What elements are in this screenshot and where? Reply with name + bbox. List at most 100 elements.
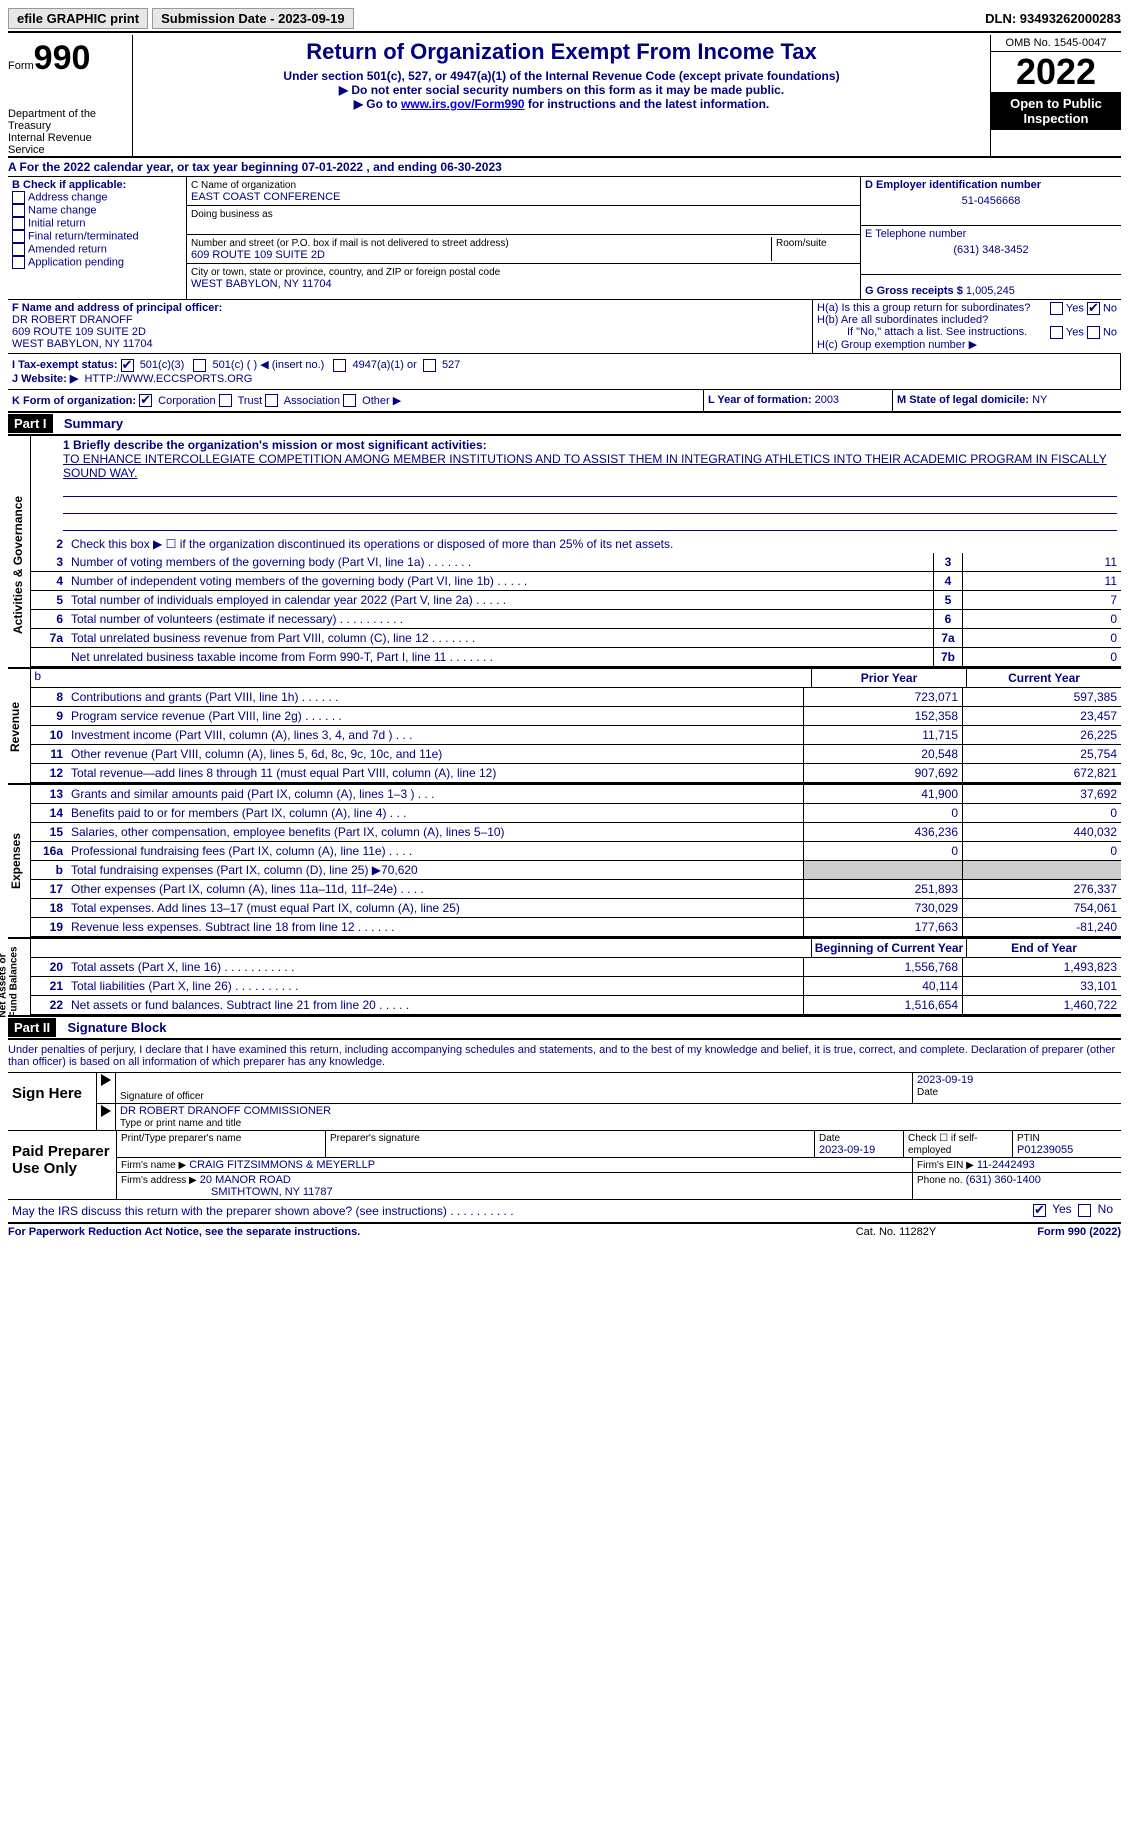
state-domicile: NY xyxy=(1032,394,1047,406)
h-a-lbl: H(a) Is this a group return for subordin… xyxy=(817,302,1030,314)
checkbox-address-change[interactable] xyxy=(12,191,25,204)
prep-label: Paid Preparer Use Only xyxy=(8,1131,117,1199)
vtab-exp: Expenses xyxy=(9,833,23,889)
submission-date-button[interactable]: Submission Date - 2023-09-19 xyxy=(152,8,354,29)
prep-ptin: P01239055 xyxy=(1017,1144,1073,1156)
col2-prior: Beginning of Current Year xyxy=(811,939,966,957)
sub3-pre: ▶ Go to xyxy=(354,97,401,111)
k-corp-checkbox[interactable] xyxy=(139,394,152,407)
i-o4: 527 xyxy=(442,359,460,371)
website-value: HTTP://WWW.ECCSPORTS.ORG xyxy=(84,373,252,385)
summary-line: 19Revenue less expenses. Subtract line 1… xyxy=(31,918,1121,937)
hb-yes-checkbox[interactable] xyxy=(1050,326,1063,339)
prep-addr1: 20 MANOR ROAD xyxy=(200,1174,291,1186)
k-o3: Association xyxy=(284,395,340,407)
summary-line: 22Net assets or fund balances. Subtract … xyxy=(31,996,1121,1015)
k-o1: Corporation xyxy=(158,395,215,407)
summary-line: 16aProfessional fundraising fees (Part I… xyxy=(31,842,1121,861)
part1-header: Part I Summary xyxy=(8,413,1121,435)
col-current: Current Year xyxy=(966,669,1121,687)
b-label: B Check if applicable: xyxy=(12,179,126,191)
section-ag: Activities & Governance 1 Briefly descri… xyxy=(8,435,1121,667)
c-room-lbl: Room/suite xyxy=(776,238,827,249)
checkbox-initial-return[interactable] xyxy=(12,217,25,230)
footer-right: Form 990 (2022) xyxy=(971,1226,1121,1238)
prep-h2: Preparer's signature xyxy=(330,1133,420,1144)
checkbox-amended-return[interactable] xyxy=(12,243,25,256)
officer-addr2: WEST BABYLON, NY 11704 xyxy=(12,338,153,350)
footer-mid: Cat. No. 11282Y xyxy=(821,1226,971,1238)
summary-line: 11Other revenue (Part VIII, column (A), … xyxy=(31,745,1121,764)
omb-label: OMB No. 1545-0047 xyxy=(991,35,1121,52)
hb-no-checkbox[interactable] xyxy=(1087,326,1100,339)
sig-name: DR ROBERT DRANOFF COMMISSIONER xyxy=(120,1105,331,1117)
part2-header: Part II Signature Block xyxy=(8,1017,1121,1038)
phone-value: (631) 348-3452 xyxy=(953,244,1028,256)
b-item-2: Initial return xyxy=(28,217,85,229)
form-title: Return of Organization Exempt From Incom… xyxy=(139,39,984,65)
k-lbl: K Form of organization: xyxy=(12,395,136,407)
h-b-lbl: H(b) Are all subordinates included? xyxy=(817,314,988,326)
h-c-lbl: H(c) Group exemption number ▶ xyxy=(817,338,1117,351)
sign-here-block: Sign Here Signature of officer 2023-09-1… xyxy=(8,1072,1121,1131)
c-dba-lbl: Doing business as xyxy=(191,209,273,220)
prep-h1: Print/Type preparer's name xyxy=(121,1133,241,1144)
k-o2: Trust xyxy=(238,395,263,407)
summary-line: 9Program service revenue (Part VIII, lin… xyxy=(31,707,1121,726)
arrow-icon xyxy=(101,1074,111,1086)
a-pre: A For the 2022 calendar year, or tax yea… xyxy=(8,160,302,174)
i-o2: 501(c) ( ) ◀ (insert no.) xyxy=(213,359,325,371)
summary-line: 20Total assets (Part X, line 16) . . . .… xyxy=(31,958,1121,977)
efile-button[interactable]: efile GRAPHIC print xyxy=(8,8,148,29)
form-word: Form xyxy=(8,60,34,72)
row-f-h: F Name and address of principal officer:… xyxy=(8,300,1121,354)
checkbox-name-change[interactable] xyxy=(12,204,25,217)
k-trust-checkbox[interactable] xyxy=(219,394,232,407)
i-o3: 4947(a)(1) or xyxy=(353,359,417,371)
hb-yes: Yes xyxy=(1066,326,1084,338)
f-lbl: F Name and address of principal officer: xyxy=(12,302,222,314)
i-4947-checkbox[interactable] xyxy=(333,359,346,372)
i-501c-checkbox[interactable] xyxy=(193,359,206,372)
g-lbl: G Gross receipts $ xyxy=(865,285,963,297)
prep-h5l: PTIN xyxy=(1017,1133,1040,1144)
checkbox-final-return[interactable] xyxy=(12,230,25,243)
k-o4: Other ▶ xyxy=(362,395,401,407)
top-bar: efile GRAPHIC print Submission Date - 20… xyxy=(8,8,1121,29)
signature-declaration: Under penalties of perjury, I declare th… xyxy=(8,1038,1121,1072)
form-header: Form990 Department of the Treasury Inter… xyxy=(8,35,1121,158)
prep-firm: CRAIG FITZSIMMONS & MEYERLLP xyxy=(189,1159,375,1171)
irs-label: Internal Revenue Service xyxy=(8,132,128,156)
part2-title: Signature Block xyxy=(67,1020,166,1035)
form-number: 990 xyxy=(34,39,91,77)
discuss-no-checkbox[interactable] xyxy=(1078,1204,1091,1217)
i-501c3-checkbox[interactable] xyxy=(121,359,134,372)
k-other-checkbox[interactable] xyxy=(343,394,356,407)
ha-yes: Yes xyxy=(1066,302,1084,314)
org-city: WEST BABYLON, NY 11704 xyxy=(191,278,332,290)
b-item-1: Name change xyxy=(28,204,97,216)
bc-grid: B Check if applicable: Address change Na… xyxy=(8,177,1121,300)
header-sub3: ▶ Go to www.irs.gov/Form990 for instruct… xyxy=(139,97,984,111)
irs-link[interactable]: www.irs.gov/Form990 xyxy=(401,97,525,111)
discuss-yes-checkbox[interactable] xyxy=(1033,1204,1046,1217)
sig-date: 2023-09-19 xyxy=(917,1074,973,1086)
org-address: 609 ROUTE 109 SUITE 2D xyxy=(191,249,325,261)
ha-no-checkbox[interactable] xyxy=(1087,302,1100,315)
summary-line: 8Contributions and grants (Part VIII, li… xyxy=(31,688,1121,707)
sub3-post: for instructions and the latest informat… xyxy=(525,97,770,111)
section-expenses: Expenses 13Grants and similar amounts pa… xyxy=(8,783,1121,937)
summary-line: 7aTotal unrelated business revenue from … xyxy=(31,629,1121,648)
sig-date-lbl: Date xyxy=(917,1087,938,1098)
summary-line: 12Total revenue—add lines 8 through 11 (… xyxy=(31,764,1121,783)
header-sub1: Under section 501(c), 527, or 4947(a)(1)… xyxy=(139,69,984,83)
checkbox-app-pending[interactable] xyxy=(12,256,25,269)
summary-line: 5Total number of individuals employed in… xyxy=(31,591,1121,610)
k-assoc-checkbox[interactable] xyxy=(265,394,278,407)
paid-preparer-block: Paid Preparer Use Only Print/Type prepar… xyxy=(8,1131,1121,1200)
vtab-na: Net Assets or Fund Balances xyxy=(0,947,20,1018)
i-527-checkbox[interactable] xyxy=(423,359,436,372)
officer-addr1: 609 ROUTE 109 SUITE 2D xyxy=(12,326,146,338)
summary-line: 3Number of voting members of the governi… xyxy=(31,553,1121,572)
ha-yes-checkbox[interactable] xyxy=(1050,302,1063,315)
